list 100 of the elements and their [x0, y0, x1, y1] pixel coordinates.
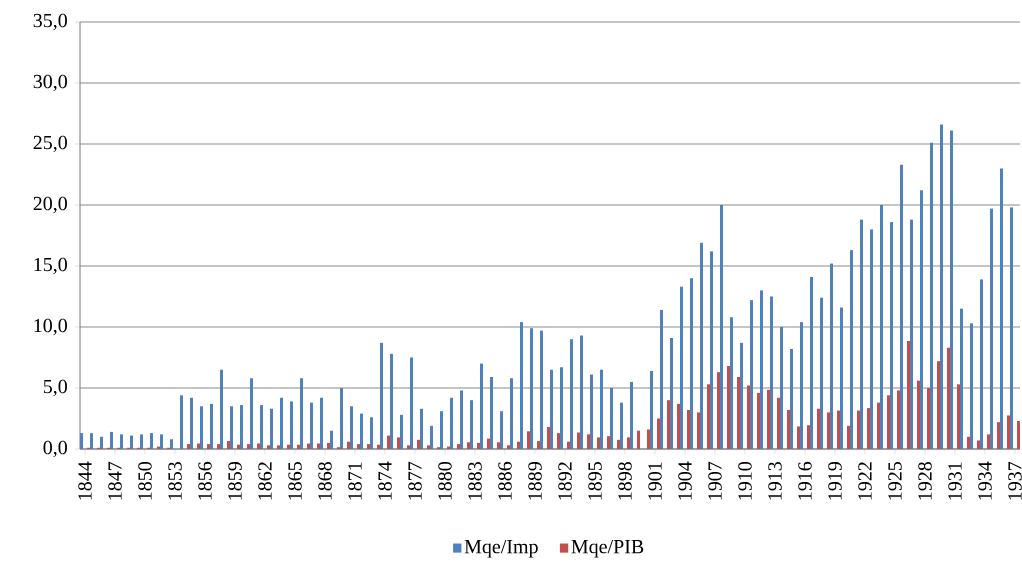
bar — [580, 335, 584, 449]
bar — [390, 353, 394, 449]
bar — [400, 414, 404, 449]
bar — [350, 406, 354, 449]
legend-label: Mqe/Imp — [464, 540, 538, 558]
bar — [840, 307, 844, 449]
bar — [230, 406, 234, 449]
bar — [420, 408, 424, 449]
bar — [570, 339, 574, 449]
bar — [507, 445, 510, 449]
bar — [297, 444, 300, 449]
x-tick-label: 1892 — [558, 462, 572, 500]
bar — [190, 397, 194, 449]
bar — [467, 442, 470, 449]
x-tick-label: 1868 — [318, 462, 332, 500]
bar — [920, 190, 924, 449]
bar — [836, 410, 840, 449]
bar — [110, 431, 114, 449]
bar — [930, 142, 934, 449]
bar — [550, 369, 554, 449]
x-tick-label: 1853 — [168, 462, 182, 500]
bar — [367, 444, 370, 449]
bar — [887, 395, 890, 449]
bar — [427, 445, 430, 449]
bar — [960, 308, 964, 449]
bar — [317, 443, 320, 449]
bar — [430, 425, 434, 449]
bar — [490, 377, 494, 449]
bar — [556, 433, 560, 449]
bar — [916, 380, 920, 449]
x-tick-label: 1931 — [948, 462, 962, 500]
bar — [220, 369, 224, 449]
bar — [950, 130, 954, 449]
bar — [750, 300, 754, 449]
x-tick-label: 1937 — [1008, 461, 1022, 500]
x-tick-label: 1871 — [348, 462, 362, 500]
bar — [710, 251, 714, 449]
bar — [210, 403, 214, 449]
bar — [617, 439, 620, 449]
x-tick-label: 1889 — [528, 462, 542, 500]
x-tick-label: 1904 — [678, 461, 692, 500]
bar — [610, 387, 614, 449]
bar — [737, 377, 740, 449]
bar — [280, 397, 284, 449]
bar — [826, 412, 830, 449]
x-tick-label: 1844 — [78, 461, 92, 500]
bar — [730, 317, 734, 449]
bar — [896, 390, 900, 449]
bar — [330, 430, 334, 449]
bar — [797, 426, 800, 449]
bar — [357, 444, 360, 449]
bar — [857, 410, 860, 449]
bar — [850, 250, 854, 449]
bar — [287, 444, 290, 449]
y-tick-label: 15,0 — [34, 257, 67, 275]
bar — [457, 444, 460, 449]
bar — [860, 219, 864, 449]
bar — [717, 372, 720, 449]
bar — [597, 437, 600, 449]
bar — [340, 387, 344, 449]
bar — [410, 357, 414, 449]
bar — [300, 378, 304, 449]
y-tick-label: 10,0 — [34, 318, 67, 336]
bar — [780, 326, 784, 449]
bar — [537, 441, 540, 449]
bar — [486, 438, 490, 449]
bar — [560, 367, 564, 449]
bar — [976, 440, 980, 449]
bar — [937, 361, 940, 449]
bar — [670, 337, 674, 449]
bar — [667, 400, 670, 449]
bar — [540, 330, 544, 449]
bar — [497, 442, 500, 449]
bar — [247, 444, 250, 449]
bar — [520, 322, 524, 449]
bar — [160, 434, 164, 449]
bar — [310, 402, 314, 449]
bar — [90, 433, 94, 449]
bar — [756, 392, 760, 449]
y-tick-label: 30,0 — [33, 74, 67, 92]
bar — [517, 441, 520, 449]
x-tick-label: 1934 — [978, 461, 992, 500]
bar — [807, 425, 810, 449]
bar — [910, 219, 914, 449]
bar — [187, 444, 190, 449]
bar — [620, 402, 624, 449]
bar — [200, 406, 204, 449]
bar — [657, 418, 660, 449]
bar — [360, 413, 364, 449]
bar — [1007, 415, 1010, 449]
bar — [257, 443, 260, 449]
bar — [380, 342, 384, 449]
bar — [770, 296, 774, 449]
bar — [690, 278, 694, 449]
bar — [577, 432, 580, 449]
bar — [727, 366, 730, 449]
bar — [530, 328, 534, 449]
bar — [320, 397, 324, 449]
bar — [776, 397, 780, 449]
bar — [120, 434, 124, 449]
